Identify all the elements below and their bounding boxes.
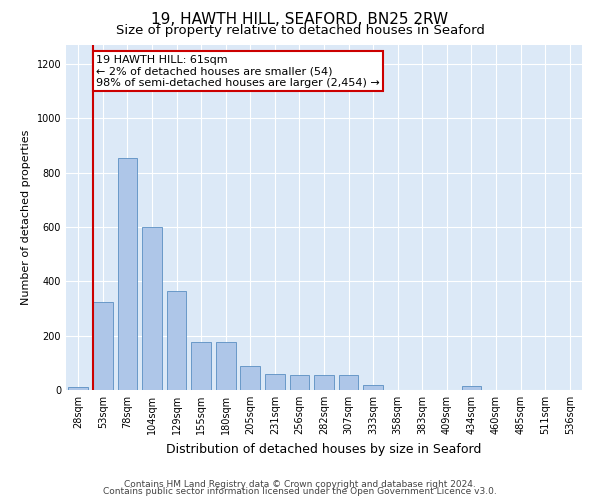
Text: 19, HAWTH HILL, SEAFORD, BN25 2RW: 19, HAWTH HILL, SEAFORD, BN25 2RW — [151, 12, 449, 28]
Bar — [167, 291, 187, 390]
Bar — [314, 375, 334, 390]
Text: 19 HAWTH HILL: 61sqm
← 2% of detached houses are smaller (54)
98% of semi-detach: 19 HAWTH HILL: 61sqm ← 2% of detached ho… — [96, 54, 380, 88]
Bar — [265, 374, 284, 390]
Bar — [364, 384, 383, 390]
Bar — [216, 342, 236, 390]
Bar — [142, 227, 162, 390]
X-axis label: Distribution of detached houses by size in Seaford: Distribution of detached houses by size … — [166, 442, 482, 456]
Text: Size of property relative to detached houses in Seaford: Size of property relative to detached ho… — [116, 24, 484, 37]
Text: Contains HM Land Registry data © Crown copyright and database right 2024.: Contains HM Land Registry data © Crown c… — [124, 480, 476, 489]
Bar — [93, 302, 113, 390]
Bar — [118, 158, 137, 390]
Bar — [241, 366, 260, 390]
Y-axis label: Number of detached properties: Number of detached properties — [21, 130, 31, 305]
Bar — [191, 342, 211, 390]
Text: Contains public sector information licensed under the Open Government Licence v3: Contains public sector information licen… — [103, 488, 497, 496]
Bar — [339, 375, 358, 390]
Bar — [68, 388, 88, 390]
Bar — [461, 386, 481, 390]
Bar — [290, 375, 309, 390]
